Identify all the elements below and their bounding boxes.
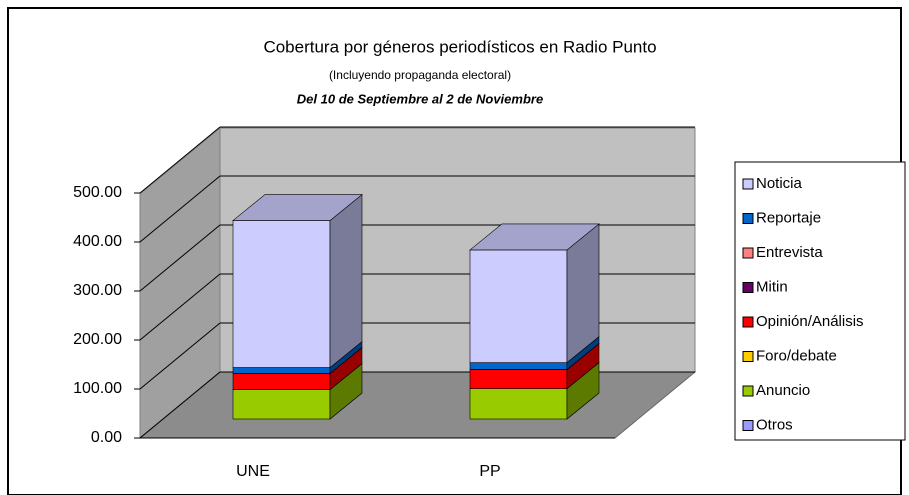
grid-line (139, 126, 221, 194)
date-range: Del 10 de Septiembre al 2 de Noviembre (297, 91, 543, 106)
bar-segment (469, 388, 568, 420)
bar-segment (232, 373, 331, 390)
bar-segment (232, 367, 331, 374)
chart-title: Cobertura por géneros periodísticos en R… (263, 37, 656, 56)
y-tick-label: 300.00 (73, 282, 122, 299)
y-tick-label: 400.00 (73, 233, 122, 250)
y-tick-label: 100.00 (73, 380, 122, 397)
floor (138, 371, 697, 439)
y-tick-label: 200.00 (73, 331, 122, 348)
bar-segment (232, 220, 331, 368)
legend-label: Otros (756, 416, 793, 433)
grid-line (139, 224, 221, 292)
bar-segment (469, 369, 568, 389)
grid-line (139, 322, 221, 390)
legend-swatch (742, 247, 754, 259)
bar-segment (232, 389, 331, 420)
legend-swatch (742, 282, 754, 293)
legend-label: Entrevista (756, 244, 823, 261)
bar-segment-side (329, 193, 363, 369)
legend-swatch (742, 420, 754, 431)
legend (734, 161, 906, 441)
legend-swatch (742, 385, 754, 397)
bar-segment (469, 249, 568, 363)
bar-top (232, 194, 363, 221)
legend-swatch (742, 316, 754, 328)
legend-label: Mitin (756, 278, 788, 295)
y-tick-label: 500.00 (73, 184, 122, 201)
legend-label: Opinión/Análisis (756, 313, 864, 330)
legend-swatch (742, 351, 754, 362)
legend-label: Anuncio (756, 382, 810, 399)
x-tick-label: PP (479, 463, 500, 480)
chart-subtitle: (Incluyendo propaganda electoral) (329, 68, 511, 82)
grid-line (139, 371, 221, 439)
bar-top (469, 223, 600, 251)
legend-label: Noticia (756, 175, 803, 192)
grid-line (139, 175, 221, 243)
legend-swatch (742, 213, 754, 224)
legend-label: Reportaje (756, 209, 821, 226)
legend-swatch (742, 178, 754, 190)
x-tick-label: UNE (236, 463, 270, 480)
y-tick-label: 0.00 (91, 429, 122, 446)
bar-segment (469, 362, 568, 370)
grid-line (139, 273, 221, 341)
legend-label: Foro/debate (756, 347, 837, 364)
